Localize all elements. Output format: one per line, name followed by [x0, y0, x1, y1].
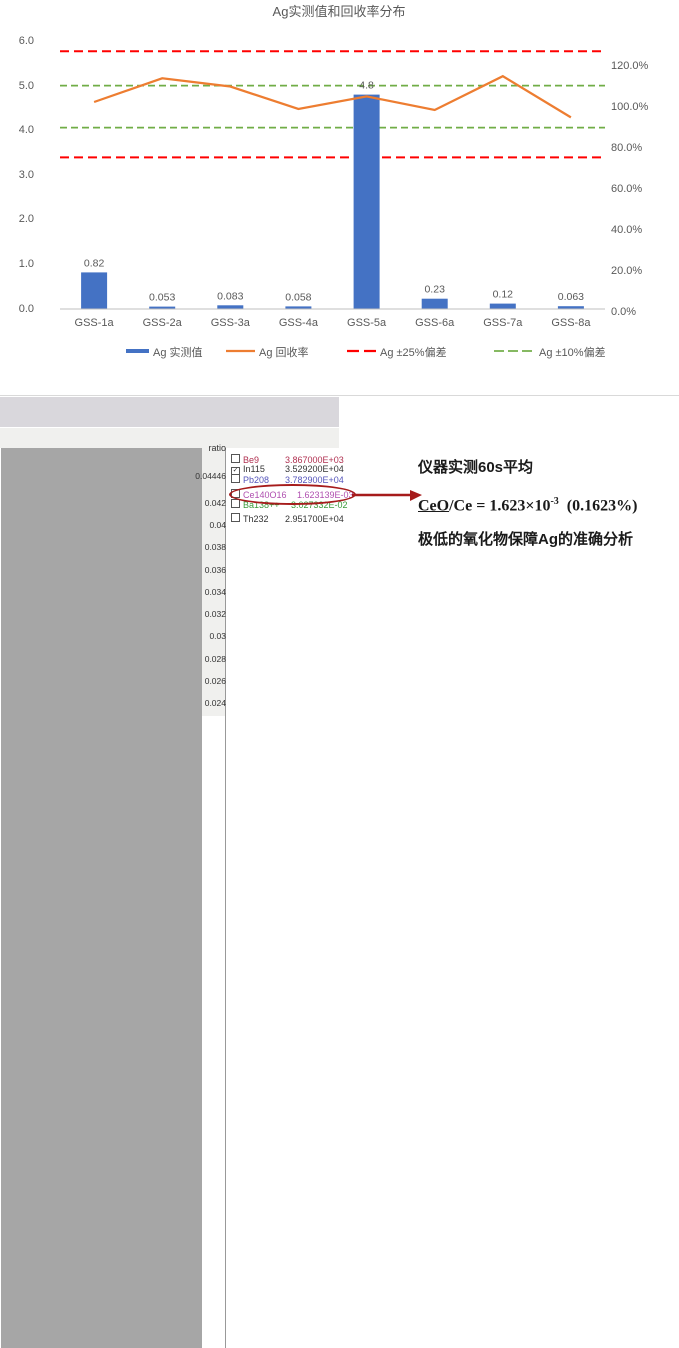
svg-text:GSS-2a: GSS-2a: [143, 317, 183, 329]
svg-text:Ag ±25%偏差: Ag ±25%偏差: [380, 345, 447, 359]
svg-text:0.82: 0.82: [84, 257, 105, 269]
svg-text:0.083: 0.083: [217, 290, 243, 302]
svg-text:Ag 回收率: Ag 回收率: [259, 345, 309, 359]
svg-text:GSS-4a: GSS-4a: [279, 317, 319, 329]
svg-text:Ag实测值和回收率分布: Ag实测值和回收率分布: [273, 4, 406, 19]
svg-text:0.058: 0.058: [285, 291, 311, 303]
svg-text:GSS-5a: GSS-5a: [347, 317, 387, 329]
svg-text:40.0%: 40.0%: [611, 224, 642, 236]
svg-text:GSS-7a: GSS-7a: [483, 317, 523, 329]
svg-text:0.063: 0.063: [558, 291, 584, 303]
svg-text:2.0: 2.0: [19, 213, 34, 225]
svg-text:GSS-8a: GSS-8a: [551, 317, 591, 329]
svg-text:80.0%: 80.0%: [611, 142, 642, 154]
svg-text:4.0: 4.0: [19, 124, 34, 136]
svg-text:GSS-6a: GSS-6a: [415, 317, 455, 329]
svg-text:GSS-1a: GSS-1a: [75, 317, 115, 329]
svg-text:100.0%: 100.0%: [611, 101, 649, 113]
svg-text:0.053: 0.053: [149, 292, 175, 304]
svg-text:20.0%: 20.0%: [611, 265, 642, 277]
svg-text:120.0%: 120.0%: [611, 60, 649, 72]
svg-text:3.0: 3.0: [19, 169, 34, 181]
svg-text:4.8: 4.8: [359, 80, 374, 92]
svg-text:Ag 实测值: Ag 实测值: [153, 345, 203, 359]
svg-text:0.12: 0.12: [493, 289, 514, 301]
svg-text:6.0: 6.0: [19, 35, 34, 47]
svg-text:0.0%: 0.0%: [611, 306, 636, 318]
svg-text:5.0: 5.0: [19, 80, 34, 92]
svg-text:Ag ±10%偏差: Ag ±10%偏差: [539, 345, 606, 359]
svg-text:0.23: 0.23: [424, 284, 445, 296]
svg-text:1.0: 1.0: [19, 258, 34, 270]
svg-text:60.0%: 60.0%: [611, 183, 642, 195]
svg-text:0.0: 0.0: [19, 303, 34, 315]
svg-text:GSS-3a: GSS-3a: [211, 317, 251, 329]
